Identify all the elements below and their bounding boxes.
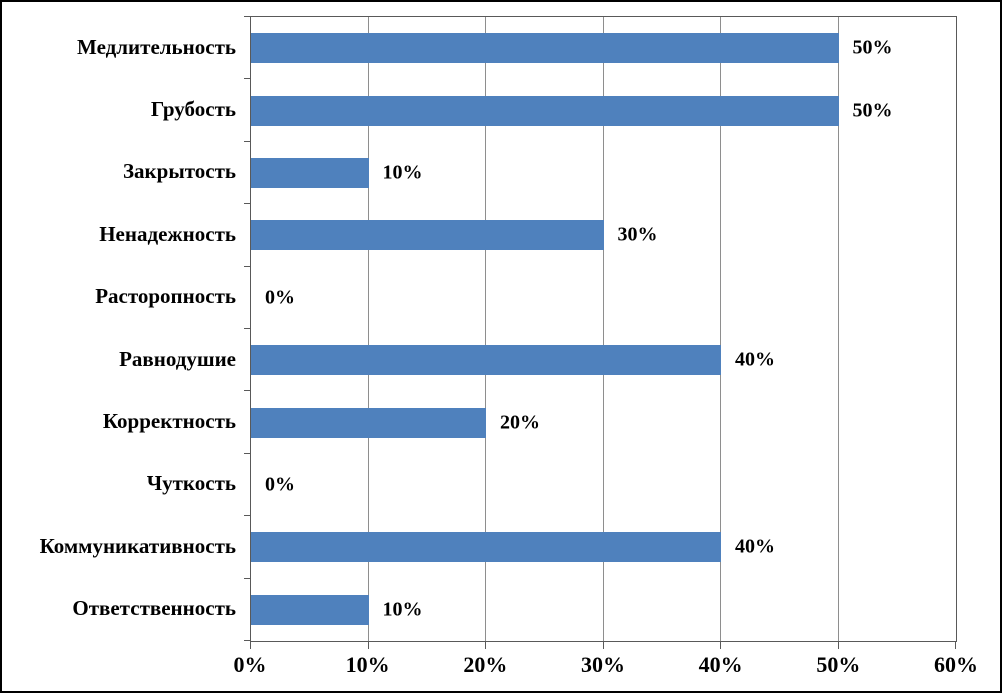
bar-row: 0% — [251, 267, 956, 329]
bar-3 — [251, 157, 369, 188]
data-label: 20% — [499, 411, 540, 434]
x-tick-label: 20% — [463, 652, 508, 677]
data-label: 10% — [382, 161, 423, 184]
y-axis-tick — [244, 578, 251, 579]
gridline — [603, 17, 604, 641]
y-axis-tick — [244, 16, 251, 17]
gridline — [485, 17, 487, 641]
bar-row: 10% — [251, 579, 956, 641]
gridline — [367, 17, 369, 641]
bar-rows: 50% 50% 10% 30% 0% 40% 20% 0% 40% 10% — [251, 17, 956, 641]
bar-7 — [251, 407, 486, 438]
x-axis-tick — [720, 641, 721, 649]
data-label: 30% — [617, 223, 658, 246]
x-tick-label: 0% — [233, 652, 267, 677]
data-label: 50% — [852, 99, 893, 122]
bar-row: 40% — [251, 329, 956, 391]
y-axis-tick — [244, 328, 251, 329]
bar-9 — [251, 532, 721, 563]
bar-row: 20% — [251, 391, 956, 453]
y-axis-tick — [244, 390, 251, 391]
x-tick-label: 50% — [816, 652, 861, 677]
x-axis-tick — [250, 641, 251, 649]
bar-1 — [251, 33, 839, 64]
data-label: 40% — [734, 348, 775, 371]
data-label: 0% — [265, 473, 295, 496]
data-label: 10% — [382, 598, 423, 621]
gridline — [720, 17, 722, 641]
category-label: Ненадежность — [99, 221, 236, 246]
y-axis-tick — [244, 515, 251, 516]
category-label: Корректность — [102, 409, 236, 434]
category-label: Медлительность — [77, 34, 236, 59]
bar-6 — [251, 345, 721, 376]
bar-row: 10% — [251, 142, 956, 204]
category-label: Ответственность — [72, 596, 236, 621]
bar-row: 50% — [251, 79, 956, 141]
category-label: Равнодушие — [119, 346, 236, 371]
y-axis-tick — [244, 78, 251, 79]
category-label: Коммуникативность — [39, 533, 236, 558]
y-axis-tick — [244, 266, 251, 267]
x-axis-labels: 0% 10% 20% 30% 40% 50% 60% — [234, 652, 979, 686]
x-axis-tick — [837, 641, 839, 649]
bar-10 — [251, 594, 369, 625]
bar-4 — [251, 220, 604, 251]
category-label: Грубость — [150, 97, 236, 122]
y-axis-tick — [244, 453, 251, 454]
x-axis-tick — [955, 641, 956, 649]
bar-row: 40% — [251, 516, 956, 578]
bar-row: 0% — [251, 454, 956, 516]
x-axis-tick — [367, 641, 369, 649]
gridline — [838, 17, 839, 641]
data-label: 0% — [265, 286, 295, 309]
bar-row: 30% — [251, 204, 956, 266]
data-label: 50% — [852, 36, 893, 59]
x-tick-label: 40% — [698, 652, 743, 677]
category-label: Чуткость — [146, 471, 236, 496]
x-tick-label: 10% — [345, 652, 390, 677]
category-label: Закрытость — [122, 159, 236, 184]
x-tick-label: 60% — [934, 652, 978, 677]
y-axis-tick — [244, 141, 251, 142]
plot-area: 50% 50% 10% 30% 0% 40% 20% 0% 40% 10% — [250, 16, 957, 642]
x-tick-label: 30% — [581, 652, 625, 677]
category-label: Расторопность — [95, 284, 236, 309]
data-label: 40% — [734, 535, 775, 558]
x-axis-tick — [602, 641, 604, 649]
category-axis: Медлительность Грубость Закрытость Ненадежн… — [2, 16, 236, 642]
y-axis-tick — [244, 203, 251, 204]
x-axis-tick — [485, 641, 486, 649]
bar-2 — [251, 95, 839, 126]
bar-row: 50% — [251, 17, 956, 79]
y-axis-tick — [244, 640, 251, 641]
